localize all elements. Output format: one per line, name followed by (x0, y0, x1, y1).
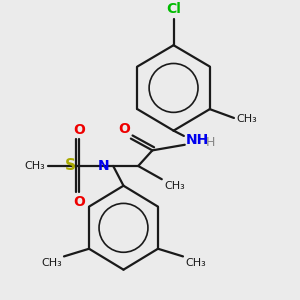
Text: CH₃: CH₃ (236, 114, 257, 124)
Text: O: O (118, 122, 130, 136)
Text: CH₃: CH₃ (185, 258, 206, 268)
Text: O: O (73, 195, 85, 209)
Text: CH₃: CH₃ (164, 181, 185, 191)
Text: CH₃: CH₃ (24, 161, 45, 171)
Text: Cl: Cl (166, 2, 181, 16)
Text: S: S (65, 158, 76, 173)
Text: N: N (98, 159, 110, 173)
Text: CH₃: CH₃ (41, 258, 62, 268)
Text: O: O (73, 122, 85, 136)
Text: H: H (206, 136, 215, 149)
Text: NH: NH (185, 134, 208, 147)
